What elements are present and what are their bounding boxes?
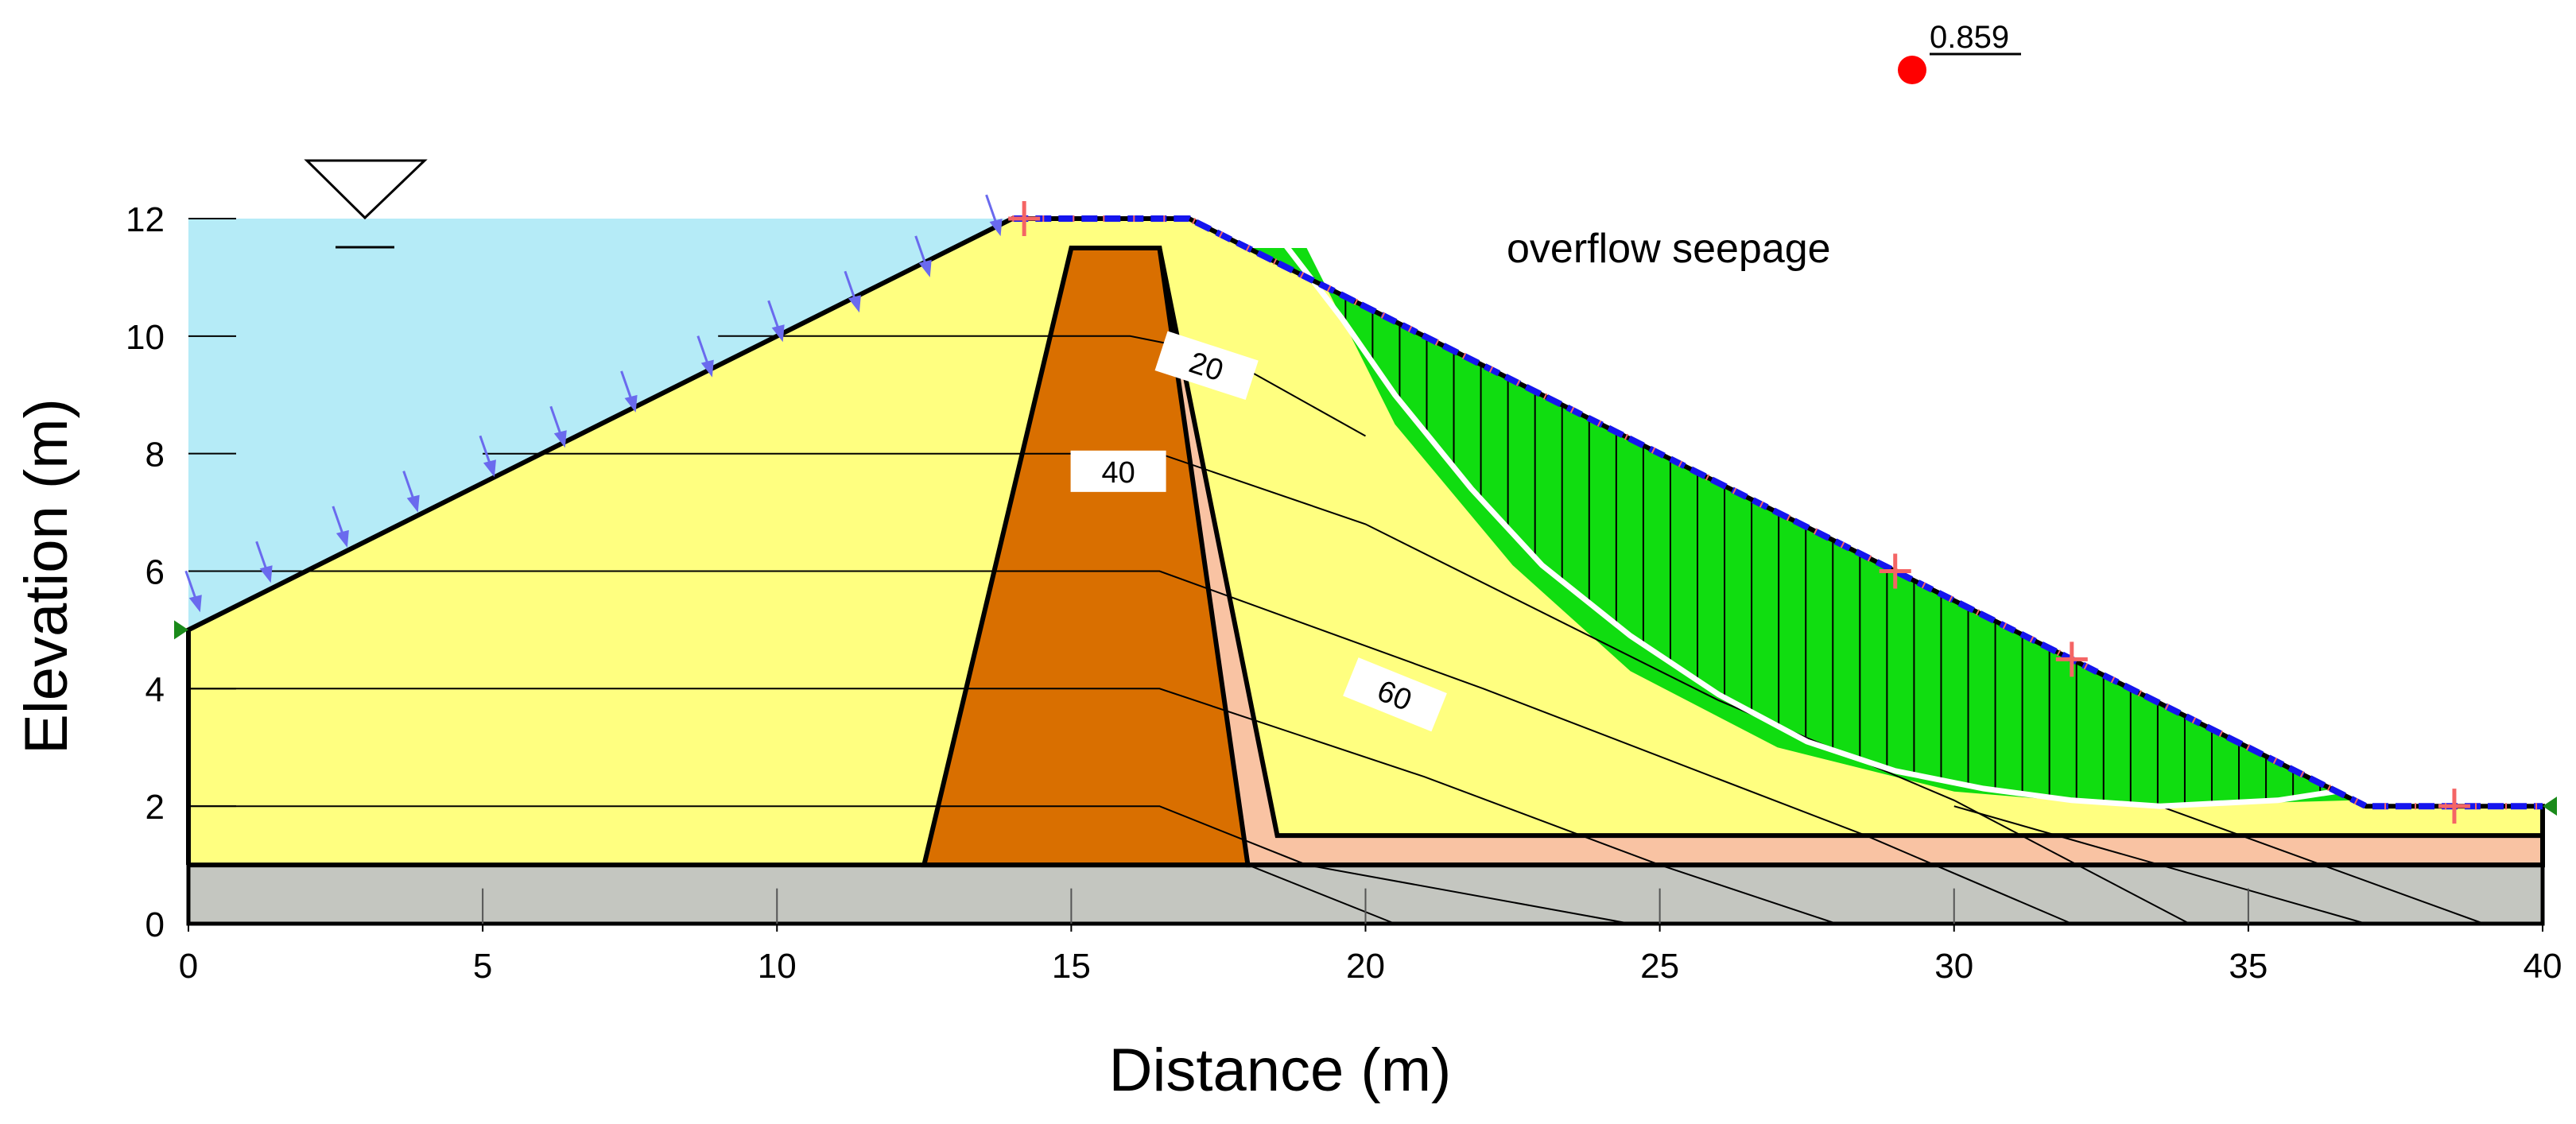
contour-label: 60 (1343, 657, 1447, 732)
x-tick-label: 30 (1934, 947, 1973, 986)
x-axis-ticks: 0 5 10 15 20 25 30 35 40 (179, 924, 2562, 986)
seepage-arrows (184, 194, 1003, 613)
x-tick: 35 (2229, 924, 2268, 986)
x-axis-label: Distance (m) (1109, 1037, 1452, 1104)
seepage-arrow (332, 506, 349, 548)
seepage-arrow (549, 405, 567, 448)
upstream-boundary-marker (174, 620, 188, 640)
seepage-arrow (620, 370, 638, 413)
y-axis-ticks: 0 2 4 6 8 10 12 (126, 200, 236, 944)
x-tick-label: 35 (2229, 947, 2268, 986)
foundation-grid-ticks (482, 888, 2249, 924)
factor-of-safety-value: 0.859 (1930, 20, 2009, 55)
x-tick: 5 (473, 924, 492, 986)
y-tick: 4 (145, 670, 236, 709)
contour-line (188, 805, 1631, 924)
svg-text:40: 40 (1101, 456, 1135, 490)
slip-surface-line (1281, 240, 2355, 809)
y-tick-label: 4 (145, 670, 165, 709)
x-tick-label: 10 (758, 947, 797, 986)
seepage-arrow (255, 541, 273, 583)
seepage-arrow (402, 471, 420, 513)
contour-line (1247, 864, 1395, 924)
factor-of-safety-marker: 0.859 (1898, 20, 2021, 84)
seepage-arrow (985, 194, 1003, 237)
slip-center-dot (1898, 56, 1926, 84)
y-tick: 12 (126, 200, 236, 239)
downstream-boundary-marker (2543, 796, 2557, 816)
x-tick-label: 25 (1640, 947, 1679, 986)
x-tick-label: 0 (179, 947, 198, 986)
y-tick: 6 (145, 553, 236, 592)
y-axis-label: Elevation (m) (13, 398, 80, 754)
y-tick-label: 12 (126, 200, 165, 239)
y-tick-label: 2 (145, 788, 165, 827)
x-tick: 0 (179, 924, 198, 986)
y-tick-label: 6 (145, 553, 165, 592)
slice-lines (1317, 283, 2322, 806)
marker-cross (2055, 641, 2088, 677)
x-tick-label: 20 (1346, 947, 1385, 986)
seepage-arrow (767, 300, 785, 343)
x-tick: 15 (1052, 924, 1091, 986)
contour-label: 20 (1154, 331, 1259, 401)
marker-cross (1879, 553, 1911, 589)
x-tick: 20 (1346, 924, 1385, 986)
contour-label: 40 (1070, 450, 1166, 492)
contour-label-boxes: 20 40 60 (1070, 331, 1447, 732)
seepage-arrow (844, 270, 861, 313)
x-tick: 10 (758, 924, 797, 986)
y-tick: 10 (126, 318, 236, 357)
x-tick-label: 15 (1052, 947, 1091, 986)
y-tick: 2 (145, 788, 236, 827)
x-tick: 30 (1934, 924, 1973, 986)
boundary-markers (174, 620, 2557, 816)
x-tick-label: 40 (2524, 947, 2562, 986)
y-tick: 8 (145, 436, 236, 475)
marker-cross (2438, 789, 2470, 824)
seepage-arrow (696, 335, 714, 378)
y-tick-label: 8 (145, 436, 165, 475)
y-tick: 0 (145, 905, 236, 944)
contour-line (483, 452, 2190, 924)
water-level-symbol (304, 159, 428, 249)
axes: 0 5 10 15 20 25 30 35 40 0 2 4 6 8 10 12 (126, 200, 2562, 986)
y-tick-label: 0 (145, 905, 165, 944)
marker-crosses (1008, 201, 2470, 824)
overflow-seepage-annotation: overflow seepage (1507, 226, 1831, 272)
x-tick-label: 5 (473, 947, 492, 986)
y-tick-label: 10 (126, 318, 165, 357)
x-tick: 40 (2524, 924, 2562, 986)
seepage-arrow (184, 570, 202, 613)
seepage-arrow (479, 435, 496, 478)
x-tick: 25 (1640, 924, 1679, 986)
marker-cross (1008, 201, 1041, 236)
contour-line (188, 688, 1837, 924)
seepage-arrow (914, 235, 932, 277)
